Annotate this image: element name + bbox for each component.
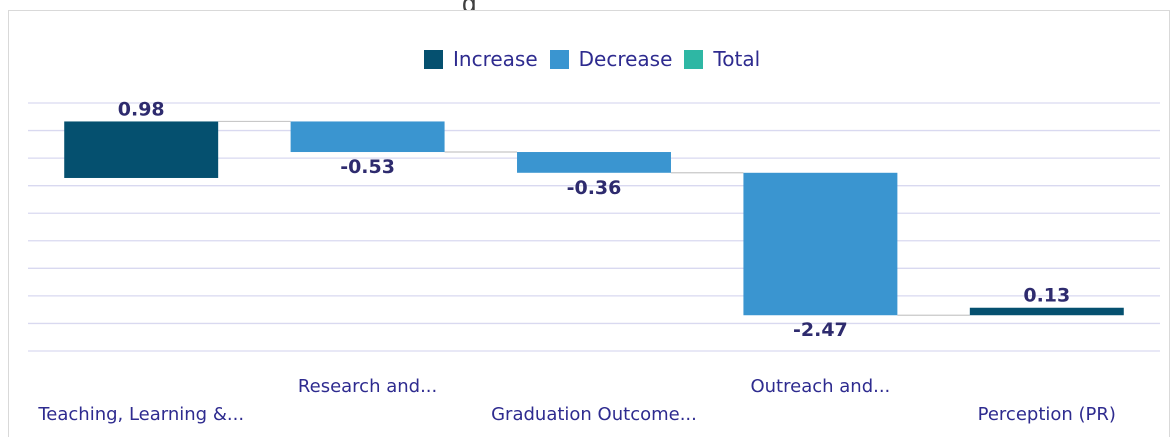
chart-panel xyxy=(8,10,1170,437)
connectors xyxy=(218,120,970,316)
data-label: -2.47 xyxy=(793,319,848,341)
category-label: Outreach and... xyxy=(750,376,890,397)
legend-swatch-decrease xyxy=(549,49,569,69)
data-label: 0.13 xyxy=(1023,285,1070,307)
chart-legend: Increase Decrease Total xyxy=(424,46,760,72)
legend-label-total: Total xyxy=(713,47,761,71)
bar-increase xyxy=(64,121,219,178)
data-label: -0.36 xyxy=(567,177,622,199)
bars xyxy=(64,121,1124,316)
legend-swatch-total xyxy=(684,49,704,69)
category-label: Perception (PR) xyxy=(978,404,1116,425)
legend-label-decrease: Decrease xyxy=(578,47,673,71)
legend-item-increase: Increase xyxy=(424,47,538,71)
bar-decrease xyxy=(743,172,898,316)
bar-decrease xyxy=(517,152,671,173)
category-labels: Teaching, Learning &... Research and... Gr… xyxy=(37,376,1116,425)
bar-increase xyxy=(969,307,1124,316)
data-labels: 0.98 -0.53 -0.36 -2.47 0.13 xyxy=(118,98,1070,341)
bar-decrease xyxy=(290,121,445,153)
category-label: Teaching, Learning &... xyxy=(37,404,244,425)
legend-item-total: Total xyxy=(684,47,760,71)
data-label: 0.98 xyxy=(118,98,165,120)
legend-swatch-increase xyxy=(424,49,443,69)
category-label: Research and... xyxy=(298,376,437,397)
legend-item-decrease: Decrease xyxy=(549,47,673,71)
category-label: Graduation Outcome... xyxy=(491,404,697,425)
legend-label-increase: Increase xyxy=(453,47,538,71)
data-label: -0.53 xyxy=(340,156,395,178)
